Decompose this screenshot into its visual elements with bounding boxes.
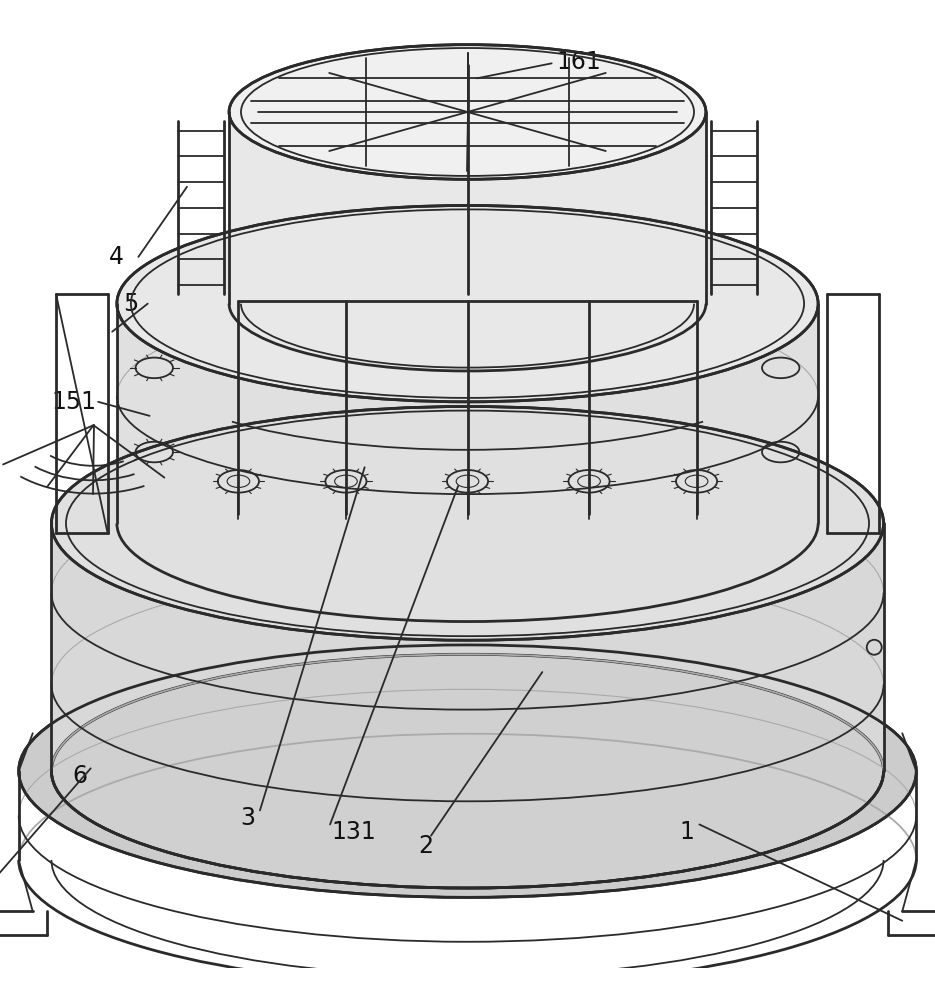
Polygon shape	[51, 523, 884, 771]
Text: 6: 6	[72, 764, 87, 788]
Text: 131: 131	[332, 820, 377, 844]
Text: 2: 2	[418, 834, 433, 858]
Ellipse shape	[117, 205, 818, 402]
Polygon shape	[229, 112, 706, 304]
Ellipse shape	[51, 406, 884, 640]
Text: 161: 161	[556, 50, 601, 74]
Ellipse shape	[51, 654, 884, 888]
Text: 1: 1	[680, 820, 695, 844]
Text: 4: 4	[109, 245, 124, 269]
Polygon shape	[117, 304, 818, 523]
Text: 3: 3	[240, 806, 255, 830]
Text: 5: 5	[123, 292, 138, 316]
Ellipse shape	[229, 45, 706, 179]
Text: 151: 151	[51, 390, 96, 414]
Ellipse shape	[19, 645, 916, 897]
